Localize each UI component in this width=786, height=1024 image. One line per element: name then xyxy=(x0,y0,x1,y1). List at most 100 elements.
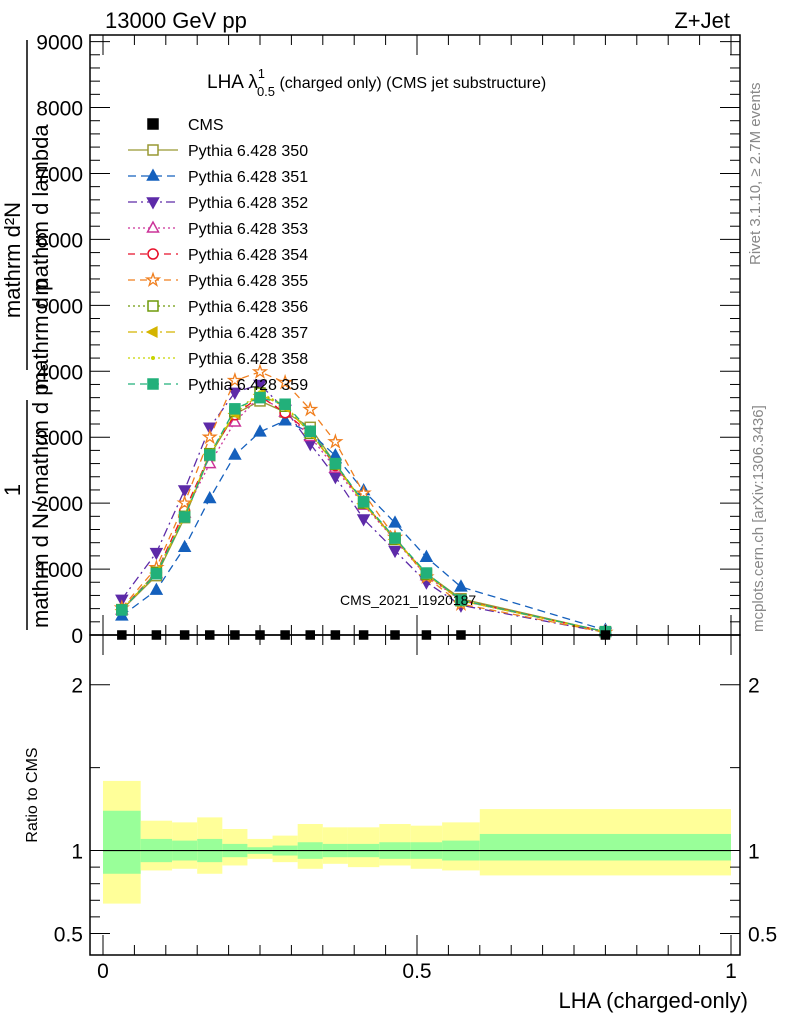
series-3-point xyxy=(149,547,164,561)
series-10-point xyxy=(329,457,342,470)
legend-marker xyxy=(147,248,159,260)
ratio-bands xyxy=(103,780,731,904)
y-tick-label: 1000 xyxy=(36,559,83,582)
legend-label: Pythia 6.428 352 xyxy=(188,195,308,212)
series-10-point xyxy=(254,391,266,404)
legend-label: Pythia 6.428 350 xyxy=(188,143,308,160)
series-10-point xyxy=(455,594,467,606)
series-3-point xyxy=(202,422,217,435)
series-10-point xyxy=(420,567,433,579)
main-ylabel: mathrm d²N mathrm d p mathrm d lambda 1 … xyxy=(0,40,53,630)
ratio-y-tick-label: 2 xyxy=(71,675,83,698)
ylabel-denominator-a: mathrm d p xyxy=(28,279,53,390)
series-10-point xyxy=(304,425,316,438)
y-tick-label: 9000 xyxy=(36,32,83,55)
y-tick-label: 2000 xyxy=(36,493,83,516)
watermark: CMS_2021_I1920187 xyxy=(340,592,476,608)
series-3-point xyxy=(228,387,242,400)
series-2-point xyxy=(278,413,292,426)
series-3-point xyxy=(177,485,192,498)
series-line-2 xyxy=(121,419,606,631)
y-tick-label: 5000 xyxy=(36,295,83,318)
ylabel-prefactor-num: 1 xyxy=(0,484,25,496)
legend-label: Pythia 6.428 351 xyxy=(188,169,308,186)
series-2-point xyxy=(177,539,192,553)
legend-marker xyxy=(146,197,160,210)
series-6-point xyxy=(226,371,244,388)
series-6-point xyxy=(355,484,372,501)
ylabel-denominator-b: mathrm d lambda xyxy=(28,124,53,296)
legend-label: Pythia 6.428 358 xyxy=(188,351,308,368)
y-tick-label: 3000 xyxy=(36,427,83,450)
series-3-point xyxy=(253,379,267,393)
series-10-point xyxy=(178,511,191,523)
header-right: Z+Jet xyxy=(674,8,730,33)
series-2-point xyxy=(202,490,217,504)
series-10-point xyxy=(357,496,370,508)
series-2-point xyxy=(419,549,434,562)
series-6-point xyxy=(302,400,319,417)
legend-marker xyxy=(151,356,155,360)
y-tick-label: 4000 xyxy=(36,361,83,384)
ratio-ylabel: Ratio to CMS xyxy=(24,747,41,842)
ylabel-numerator: mathrm d²N xyxy=(0,202,25,318)
series-10-point xyxy=(229,403,241,415)
series-6-point xyxy=(251,363,269,379)
ratio-axis-ticks: 0.5 0.5 1 1 2 2 xyxy=(54,635,777,955)
ratio-panel: 0.5 0.5 1 1 2 2 Ratio to CMS xyxy=(24,634,777,956)
legend: CMS Pythia 6.428 350 Pythia 6.428 351 Pythi… xyxy=(128,117,308,394)
ratio-y-tick-label-right: 2 xyxy=(748,675,760,698)
series-6-point xyxy=(327,433,344,449)
ratio-y-tick-label: 1 xyxy=(71,841,83,864)
y-tick-label: 8000 xyxy=(36,98,83,121)
rivet-label: Rivet 3.1.10, ≥ 2.7M events xyxy=(747,83,764,266)
plot-title-rest: (charged only) (CMS jet substructure) xyxy=(275,75,546,92)
plot-title-sup: 1 xyxy=(258,66,265,81)
ratio-y-tick-label-right: 1 xyxy=(748,841,760,864)
plot-title-sub: 0.5 xyxy=(257,84,275,99)
series-10-point xyxy=(279,398,291,410)
series-4-point xyxy=(228,414,242,427)
legend-marker xyxy=(147,144,159,156)
series-10-point xyxy=(116,604,128,616)
series-2-point xyxy=(388,515,402,528)
ylabel-prefactor-den: mathrm d N / mathrm d p xyxy=(28,383,53,628)
series-6-point xyxy=(176,494,193,511)
ratio-band-inner xyxy=(479,833,731,861)
x-axis-label: LHA (charged-only) xyxy=(558,988,748,1013)
legend-label: CMS xyxy=(188,117,224,134)
main-axis-ticks: 0 1000 2000 3000 4000 5000 6000 7000 8000 9000 xyxy=(36,32,740,648)
mcplots-label: mcplots.cern.ch [arXiv:1306.3436] xyxy=(750,405,767,632)
x-tick-label: 1 xyxy=(725,960,737,983)
y-tick-label: 6000 xyxy=(36,229,83,252)
legend-label: Pythia 6.428 359 xyxy=(188,377,308,394)
series-line-10 xyxy=(121,396,606,633)
plot-title-main: LHA λ xyxy=(207,72,258,93)
series-2-point xyxy=(454,579,468,592)
legend-marker xyxy=(147,378,159,390)
y-tick-label: 7000 xyxy=(36,163,83,186)
main-panel: 0 1000 2000 3000 4000 5000 6000 7000 8000 9000 CM… xyxy=(0,32,741,648)
legend-marker xyxy=(146,168,160,181)
ratio-y-tick-label: 0.5 xyxy=(54,923,83,946)
legend-label: Pythia 6.428 356 xyxy=(188,299,308,316)
series-3-point xyxy=(356,514,371,527)
series-6-point xyxy=(276,373,294,390)
series-2-point xyxy=(228,447,242,460)
ratio-y-tick-label-right: 0.5 xyxy=(748,923,777,946)
legend-label: Pythia 6.428 357 xyxy=(188,325,308,342)
plot-title: LHA λ1 0.5 (charged only) (CMS jet substr… xyxy=(207,66,546,99)
ratio-band-inner xyxy=(103,810,141,874)
series-3-point xyxy=(388,545,402,559)
legend-marker xyxy=(147,300,159,312)
x-tick-label: 0.5 xyxy=(402,960,431,983)
y-tick-label: 0 xyxy=(71,625,83,648)
series-10-point xyxy=(389,532,401,544)
legend-marker xyxy=(145,326,158,338)
legend-label: Pythia 6.428 355 xyxy=(188,273,308,290)
legend-marker xyxy=(146,220,160,233)
series-2-point xyxy=(149,582,164,595)
series-10-point xyxy=(150,567,163,580)
x-tick-label: 0 xyxy=(97,960,109,983)
